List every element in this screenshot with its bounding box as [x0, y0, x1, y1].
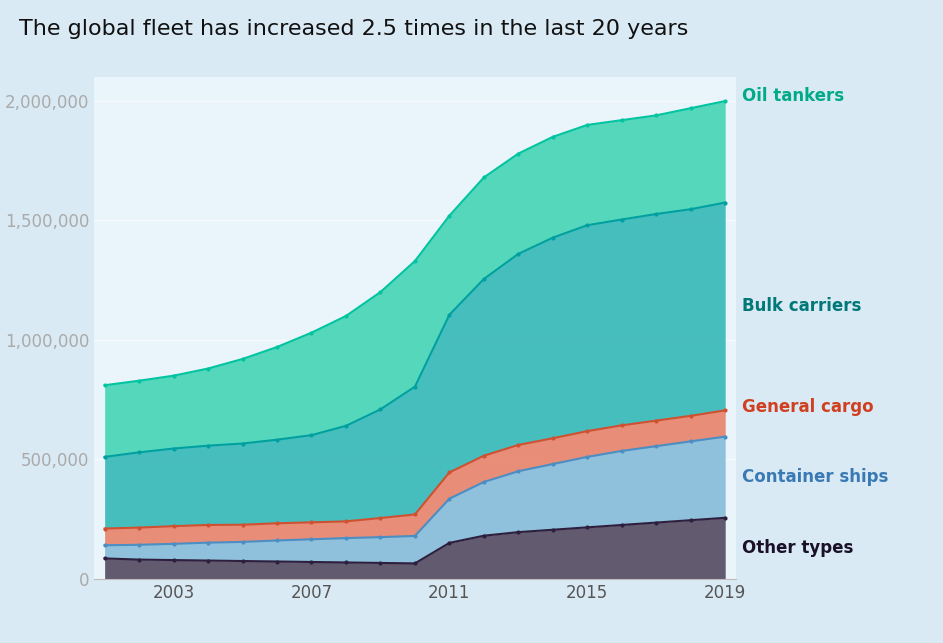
Text: Oil tankers: Oil tankers — [742, 87, 844, 105]
Text: Container ships: Container ships — [742, 468, 888, 486]
Text: Bulk carriers: Bulk carriers — [742, 298, 861, 316]
Text: Other types: Other types — [742, 539, 853, 557]
Text: General cargo: General cargo — [742, 398, 873, 416]
Text: The global fleet has increased 2.5 times in the last 20 years: The global fleet has increased 2.5 times… — [19, 19, 688, 39]
